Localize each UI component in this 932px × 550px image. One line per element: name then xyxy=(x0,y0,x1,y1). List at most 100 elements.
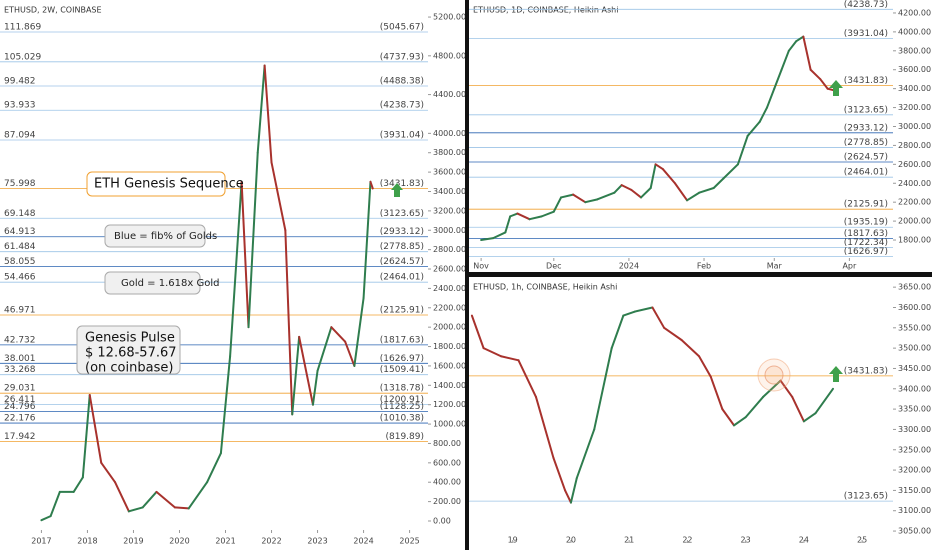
price-segment xyxy=(686,191,701,202)
fib-label: (3931.04) xyxy=(380,131,424,141)
y-tick-label: 3050.00 xyxy=(898,527,931,536)
price-segment xyxy=(470,314,485,350)
fib-label: (2933.12) xyxy=(380,227,424,237)
y-tick-label: 3600.00 xyxy=(898,303,931,312)
chart-title: ETHUSD, 1D, COINBASE, Heikin Ashi xyxy=(473,6,618,15)
y-tick-label: 2200.00 xyxy=(433,303,466,312)
price-segment xyxy=(773,68,783,90)
price-segment xyxy=(746,120,761,137)
fib-label: (2464.01) xyxy=(844,168,888,178)
price-segment xyxy=(736,134,749,166)
price-segment xyxy=(187,481,209,510)
fib-ratio: 29.031 xyxy=(4,384,36,394)
price-segment xyxy=(640,186,652,199)
price-segment xyxy=(663,326,683,342)
price-segment xyxy=(596,191,616,201)
price-segment xyxy=(809,68,822,81)
annotation: ETH Genesis Sequence xyxy=(94,177,244,192)
x-tick-label: Feb xyxy=(697,262,711,271)
price-segment xyxy=(100,461,117,484)
price-segment xyxy=(819,78,829,90)
fib-ratio: 99.482 xyxy=(4,77,36,87)
x-tick-label: Nov xyxy=(473,262,489,271)
fib-label: (2624.57) xyxy=(380,257,424,267)
y-tick-label: 5200.00 xyxy=(433,13,466,22)
price-segment xyxy=(673,182,689,202)
y-tick-label: 400.00 xyxy=(433,478,461,487)
y-tick-label: 0.00 xyxy=(433,516,451,525)
fib-ratio: 61.484 xyxy=(4,242,36,252)
price-segment xyxy=(291,335,301,416)
fib-ratio: 33.268 xyxy=(4,365,36,375)
price-segment xyxy=(155,490,176,509)
annotation: (on coinbase) xyxy=(85,361,173,376)
y-tick-label: 3400.00 xyxy=(898,84,931,93)
x-tick-label: 23 xyxy=(741,536,751,545)
fib-ratio: 54.466 xyxy=(4,273,36,283)
x-tick-label: 2017 xyxy=(31,537,51,546)
price-segment xyxy=(492,231,507,240)
x-tick-label: 22 xyxy=(682,536,692,545)
price-segment xyxy=(709,375,724,411)
y-tick-label: 2200.00 xyxy=(898,198,931,207)
x-tick-label: 2025 xyxy=(399,537,419,546)
arrow xyxy=(391,183,403,197)
x-tick-label: 24 xyxy=(799,536,809,545)
x-tick-label: 2021 xyxy=(215,537,235,546)
x-tick-label: 2018 xyxy=(77,537,97,546)
y-tick-label: 4800.00 xyxy=(433,51,466,60)
y-tick-label: 2800.00 xyxy=(898,141,931,150)
x-tick-label: 21 xyxy=(624,536,634,545)
price-segment xyxy=(528,215,543,221)
price-segment xyxy=(814,387,835,415)
y-tick-label: 2600.00 xyxy=(433,265,466,274)
price-segment xyxy=(353,297,365,367)
price-segment xyxy=(569,477,578,504)
annotation-box xyxy=(76,325,181,375)
price-segment xyxy=(270,161,287,232)
fib-label: (2778.85) xyxy=(380,242,424,252)
fib-label: (4488.38) xyxy=(380,77,424,87)
fib-ratio: 46.971 xyxy=(4,305,36,315)
price-segment xyxy=(298,335,314,406)
x-tick-label: Apr xyxy=(842,262,857,271)
y-tick-label: 4200.00 xyxy=(898,8,931,17)
y-tick-label: 2400.00 xyxy=(433,284,466,293)
price-segment xyxy=(651,306,666,329)
price-segment xyxy=(49,490,61,518)
fib-label: (1200.91) xyxy=(380,395,424,405)
fib-label: (2624.57) xyxy=(844,153,888,163)
fib-label: (1010.38) xyxy=(380,414,424,424)
price-segment xyxy=(240,180,250,329)
price-segment xyxy=(311,369,319,406)
price-segment xyxy=(81,394,91,479)
fib-label: (1509.41) xyxy=(380,365,424,375)
price-segment xyxy=(369,180,374,190)
divider xyxy=(465,0,469,550)
y-tick-label: 3200.00 xyxy=(433,206,466,215)
fib-ratio: 24.796 xyxy=(4,402,36,412)
fib-ratio: 42.732 xyxy=(4,335,36,345)
y-tick-label: 3350.00 xyxy=(898,405,931,414)
y-tick-label: 4000.00 xyxy=(433,129,466,138)
annotation-box xyxy=(86,171,226,197)
price-segment xyxy=(787,40,798,52)
fib-label: (3431.83) xyxy=(380,179,424,189)
arrow xyxy=(829,80,843,96)
price-segment xyxy=(504,215,512,234)
price-segment xyxy=(173,506,190,510)
price-segment xyxy=(552,456,567,492)
price-segment xyxy=(362,180,372,300)
x-tick-label: Dec xyxy=(546,262,561,271)
price-segment xyxy=(620,184,633,191)
price-segment xyxy=(552,196,563,213)
y-tick-label: 3100.00 xyxy=(898,506,931,515)
price-segment xyxy=(509,212,519,218)
price-segment xyxy=(500,355,520,362)
price-segment xyxy=(480,237,495,242)
fib-label: (1935.19) xyxy=(844,218,888,228)
y-tick-label: 2400.00 xyxy=(898,179,931,188)
fib-label: (3431.83) xyxy=(844,366,888,376)
price-segment xyxy=(560,193,575,199)
price-segment xyxy=(654,163,664,171)
